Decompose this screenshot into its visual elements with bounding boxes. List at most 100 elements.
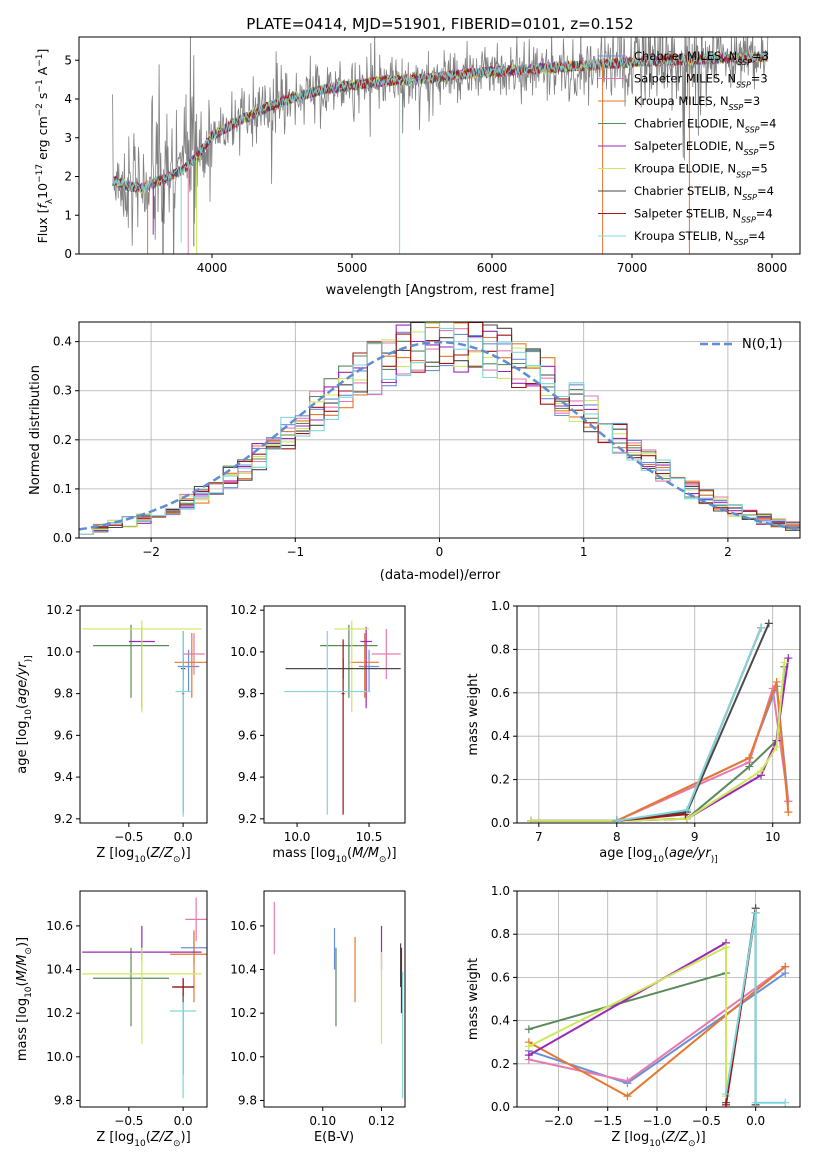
spectrum-ylabel: Flux [fλ10−17 erg cm−2 s−1 A−1] [35, 49, 55, 244]
spectrum-ylabel-part: A [35, 66, 50, 79]
x-tick-label: 6000 [477, 261, 508, 275]
p-agez-ylabel-part: 10 [24, 709, 34, 721]
y-tick-label: 3 [64, 131, 72, 145]
residual-ylabel: Normed distribution [28, 365, 43, 495]
weight-line [528, 972, 727, 1031]
legend-label-part: =5 [751, 162, 768, 176]
p-agem-xlabel-part: ( [347, 846, 352, 861]
x-tick-label: 2 [724, 545, 732, 559]
y-tick-label: 0.1 [53, 482, 72, 496]
weight-marker [524, 1042, 533, 1051]
legend-label: Chabrier MILES, NSSP=3 [634, 49, 769, 67]
legend-label-part: Salpeter ELODIE, N [634, 139, 744, 153]
y-tick-label: 2 [64, 170, 72, 184]
weight-line [616, 627, 762, 822]
p-wz-xlabel-part: 10 [649, 1139, 661, 1149]
weight-marker [745, 762, 754, 771]
y-tick-label: 0.0 [491, 1100, 510, 1114]
y-tick-label: 0.6 [491, 686, 510, 700]
x-tick-label: 8 [613, 830, 621, 844]
axes-frame [516, 605, 801, 824]
weight-line [528, 941, 727, 1057]
legend-label-part: Chabrier MILES, N [634, 49, 737, 63]
x-tick-label: −1 [286, 545, 304, 559]
p-wz-xlabel-part: ( [661, 1130, 666, 1145]
p-massz-xlabel-part: Z [log [96, 1130, 134, 1145]
spectrum-ylabel-part: erg cm [35, 116, 50, 164]
p-agez-ylabel-part: age/yr [15, 661, 30, 704]
p-wz-xlabel-part: ⊙ [688, 1139, 696, 1149]
weight-marker [524, 1025, 533, 1034]
residual-xlabel: (data-model)/error [380, 568, 501, 583]
p-massz-xlabel-part: )] [181, 1130, 191, 1145]
plot-area [527, 619, 793, 823]
y-tick-label: 10.4 [230, 963, 257, 977]
p-wz-xlabel-part: Z/Z [665, 1130, 689, 1145]
weight-marker [757, 623, 766, 632]
y-tick-label: 10.4 [46, 963, 73, 977]
legend-label-part: SSP [736, 170, 751, 179]
legend-label-part: SSP [734, 238, 749, 247]
legend-label-part: Kroupa MILES, N [634, 94, 729, 108]
y-tick-label: 1 [64, 208, 72, 222]
y-tick-label: 1.0 [491, 884, 510, 898]
y-tick-label: 0.0 [53, 531, 72, 545]
spectrum-ylabel-part: 10 [35, 183, 50, 199]
axes-frame [79, 890, 208, 1108]
x-tick-label: 9 [691, 830, 699, 844]
weight-marker [764, 619, 773, 628]
y-tick-label: 0.4 [53, 335, 72, 349]
y-tick-label: 10.0 [46, 645, 73, 659]
x-tick-label: 10.5 [356, 830, 383, 844]
p-agem-xlabel-part: )] [386, 846, 396, 861]
y-tick-label: 9.4 [238, 770, 257, 784]
legend-label: Salpeter STELIB, NSSP=4 [634, 207, 773, 225]
legend-label-part: =5 [758, 139, 775, 153]
p-massz-ylabel: mass [log10(M/M⊙)] [15, 937, 34, 1061]
legend-label-part: SSP [729, 103, 744, 112]
plot-area [284, 620, 401, 815]
x-tick-label: −2.0 [544, 1114, 573, 1128]
x-tick-label: 0.10 [309, 1114, 336, 1128]
legend-label-part: =4 [757, 184, 774, 198]
mass-vs-metallicity-panel: −0.5 0.09.810.010.210.410.6Z [log10(Z/Z⊙)… [15, 890, 208, 1149]
p-agez-xlabel-part: 10 [134, 855, 146, 865]
y-tick-label: 10.2 [230, 1006, 257, 1020]
p-massz-xlabel-part: ( [146, 1130, 151, 1145]
model-line [112, 52, 769, 193]
y-tick-label: 9.4 [54, 770, 73, 784]
weight-marker [784, 808, 793, 817]
p-wage-xlabel-part: age/yr [669, 846, 712, 861]
weight-marker [781, 1098, 790, 1107]
axes-frame [79, 605, 208, 824]
axes-frame [78, 36, 801, 255]
plot-area [79, 322, 800, 535]
y-tick-label: 1.0 [491, 599, 510, 613]
p-wz-ylabel: mass weight [466, 958, 481, 1040]
gaussian-curve [79, 340, 800, 531]
y-tick-label: 10.0 [230, 1050, 257, 1064]
legend-label-part: SSP [736, 80, 751, 89]
y-tick-label: 0.2 [491, 773, 510, 787]
spectrum-ylabel-part: −17 [35, 164, 45, 183]
spectrum-ylabel-part: λ [45, 198, 55, 204]
y-tick-label: 9.8 [238, 687, 257, 701]
plot-area [112, 37, 769, 254]
x-tick-label: 0.0 [746, 1114, 765, 1128]
y-tick-label: 4 [64, 92, 72, 106]
weight-marker [781, 962, 790, 971]
y-tick-label: 0.2 [491, 1057, 510, 1071]
p-agez-xlabel-part: ( [146, 846, 151, 861]
legend-label-part: Salpeter MILES, N [634, 72, 736, 86]
x-tick-label: 0 [436, 545, 444, 559]
plot-area [82, 620, 207, 817]
legend-label-part: SSP [737, 58, 752, 67]
weight-marker [623, 1077, 632, 1086]
x-tick-label: 10 [765, 830, 780, 844]
y-tick-label: 10.6 [46, 919, 73, 933]
x-tick-label: −0.5 [114, 1114, 143, 1128]
residual-histogram-panel: N(0,1) −2 −1 0 1 2 0.0 0.1 0.2 0.3 0.4 (data-model)… [28, 321, 801, 583]
p-agez-ylabel-part: ( [15, 704, 30, 709]
